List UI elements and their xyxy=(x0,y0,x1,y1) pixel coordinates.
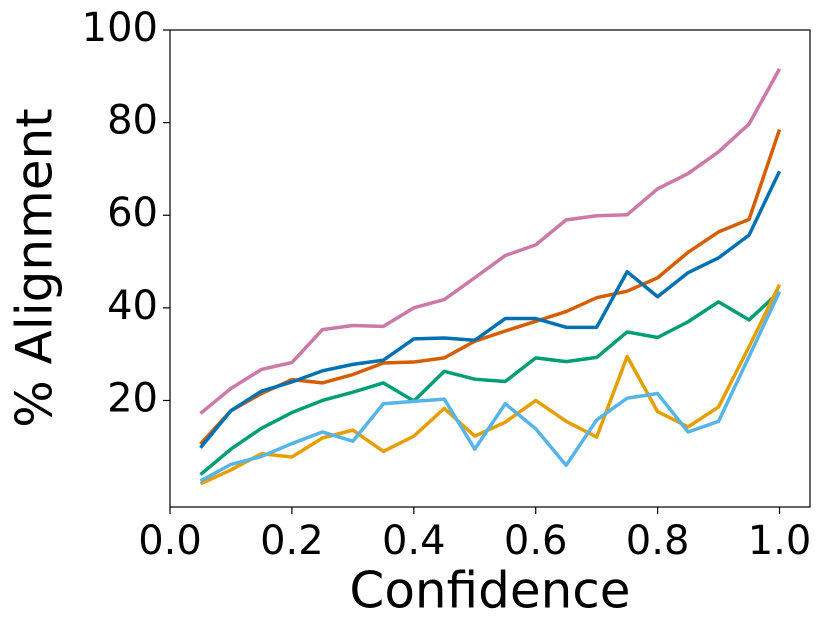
series-line xyxy=(199,129,782,446)
x-tick-label: 0.4 xyxy=(382,518,446,564)
y-tick-label: 60 xyxy=(107,190,158,236)
y-tick-label: 80 xyxy=(107,98,158,144)
series-line xyxy=(199,290,781,476)
x-axis-label: Confidence xyxy=(349,562,630,620)
x-tick-label: 0.8 xyxy=(626,518,690,564)
y-tick-label: 100 xyxy=(82,5,158,51)
x-tick-label: 0.6 xyxy=(504,518,568,564)
series-line xyxy=(199,68,782,415)
x-tick-label: 1.0 xyxy=(748,518,812,564)
plot-frame xyxy=(169,29,811,508)
series-line xyxy=(199,290,782,483)
y-tick-label: 40 xyxy=(107,283,158,329)
x-tick-label: 0.2 xyxy=(260,518,324,564)
series-line xyxy=(199,170,782,449)
x-tick-label: 0.0 xyxy=(138,518,202,564)
y-axis-label: % Alignment xyxy=(6,108,64,428)
y-tick-label: 20 xyxy=(107,375,158,421)
